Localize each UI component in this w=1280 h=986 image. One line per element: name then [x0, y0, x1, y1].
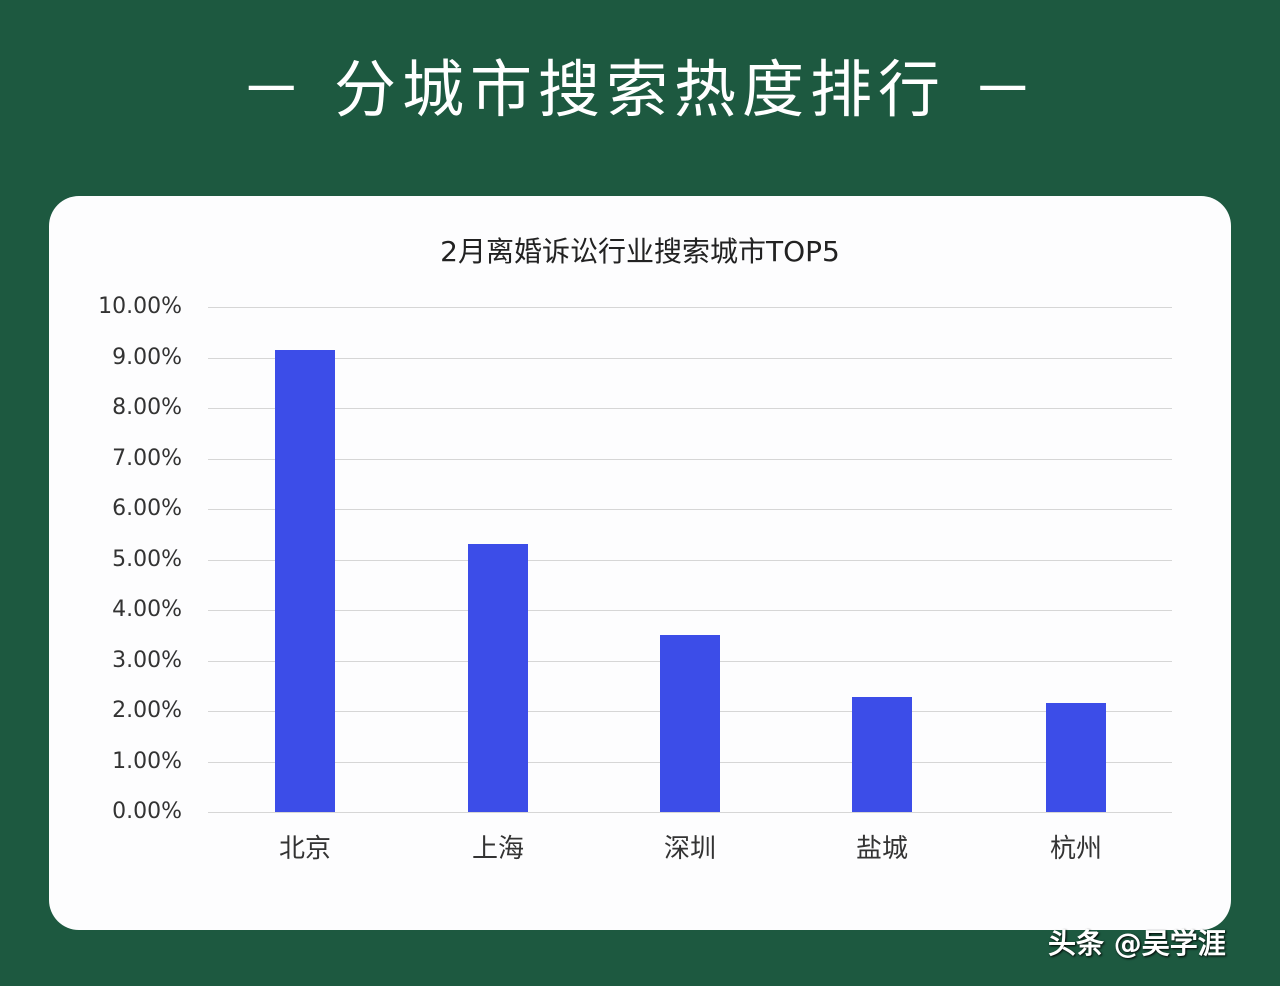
gridline	[208, 458, 1172, 460]
gridline	[208, 509, 1172, 510]
y-tick-label: 2.00%	[112, 698, 182, 723]
gridline	[208, 307, 1172, 308]
chart-title: 2月离婚诉讼行业搜索城市TOP5	[440, 235, 840, 268]
page-banner-title: － 分城市搜索热度排行 －	[240, 53, 1040, 126]
y-tick-label: 4.00%	[112, 597, 182, 622]
x-tick-label: 杭州	[1049, 834, 1102, 864]
y-tick-label: 5.00%	[112, 546, 182, 572]
watermark: 头条 @吴学涯	[1048, 927, 1226, 960]
y-tick-label: 0.00%	[112, 799, 182, 824]
x-tick-label: 上海	[471, 834, 524, 864]
gridline	[208, 812, 1172, 813]
gridline	[208, 357, 1172, 359]
chart-card	[49, 196, 1231, 930]
x-tick-label: 北京	[278, 834, 331, 864]
y-tick-label: 7.00%	[112, 445, 182, 471]
y-tick-label: 9.00%	[112, 344, 182, 370]
y-tick-label: 1.00%	[112, 748, 182, 774]
bar	[468, 544, 528, 812]
y-tick-label: 3.00%	[112, 647, 182, 673]
x-tick-label: 深圳	[663, 834, 716, 864]
bar	[852, 697, 912, 812]
y-tick-label: 6.00%	[112, 496, 182, 521]
bar	[660, 635, 720, 812]
x-tick-label: 盐城	[855, 834, 908, 864]
y-tick-label: 10.00%	[98, 294, 182, 319]
bar	[1046, 703, 1106, 812]
gridline	[208, 408, 1172, 409]
bar	[275, 349, 335, 812]
gridline	[208, 559, 1172, 561]
gridline	[208, 610, 1172, 611]
y-tick-label: 8.00%	[112, 395, 182, 420]
